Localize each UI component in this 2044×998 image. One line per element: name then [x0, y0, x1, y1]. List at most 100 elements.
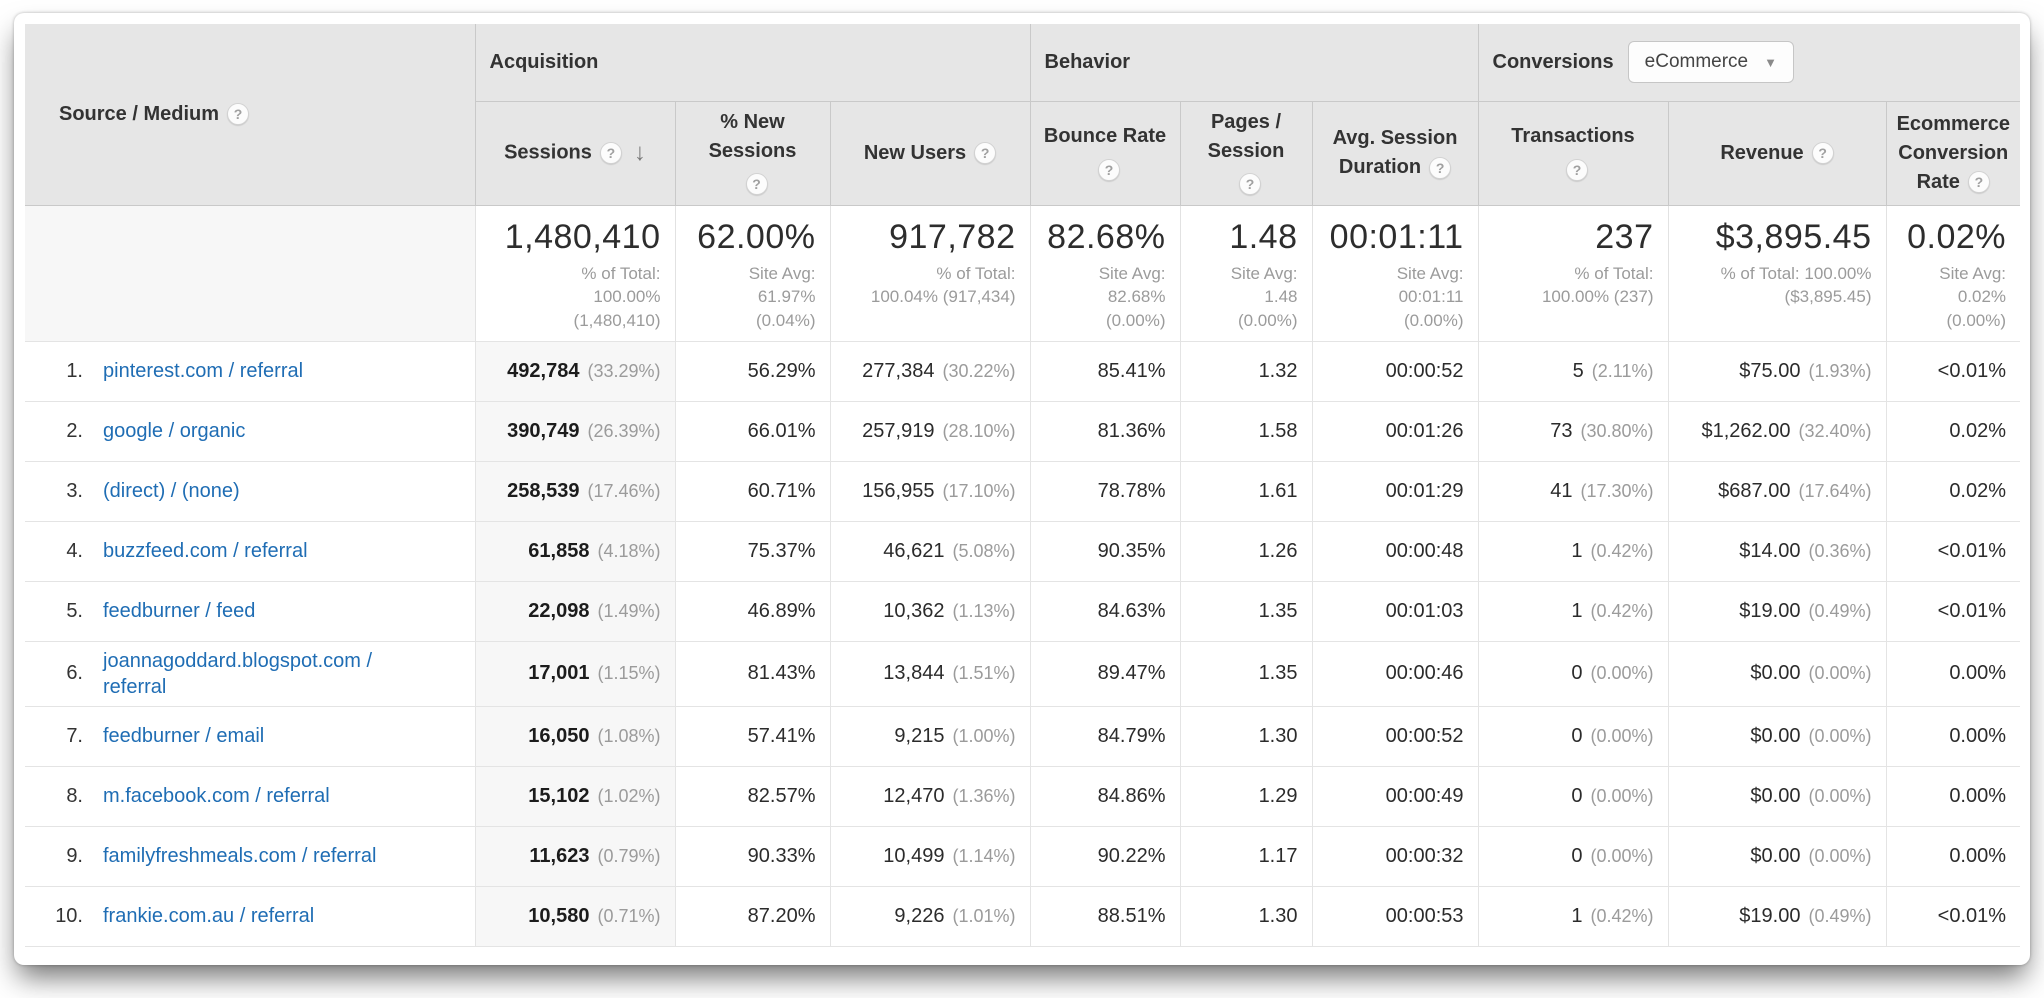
avg-session-duration-header-label: Avg. Session Duration — [1332, 127, 1458, 178]
transactions-share: (17.30%) — [1580, 480, 1654, 501]
source-medium-link[interactable]: pinterest.com / referral — [103, 360, 304, 383]
column-header-avg-session-duration[interactable]: Avg. Session Duration? — [1311, 101, 1478, 205]
help-icon[interactable]: ? — [1098, 158, 1120, 181]
help-icon[interactable]: ? — [1967, 171, 1990, 194]
totals-new-users-cell: 917,782 % of Total: 100.04% (917,434) — [829, 205, 1030, 342]
new-users-cell: 156,955 (17.10%) — [829, 460, 1030, 522]
source-cell: 4. buzzfeed.com / referral — [25, 520, 475, 582]
pages-session-value: 1.26 — [1258, 539, 1298, 562]
column-header-new-users[interactable]: New Users? — [829, 101, 1030, 205]
sort-descending-icon[interactable]: ↓ — [633, 138, 646, 166]
source-medium-link[interactable]: feedburner / email — [103, 725, 265, 748]
sessions-share: (1.49%) — [597, 600, 661, 621]
new-users-share: (17.10%) — [942, 480, 1016, 501]
source-medium-link[interactable]: m.facebook.com / referral — [103, 785, 330, 808]
column-header-revenue[interactable]: Revenue? — [1667, 101, 1886, 205]
source-medium-link[interactable]: frankie.com.au / referral — [103, 905, 315, 928]
transactions-cell: 1 (0.42%) — [1477, 580, 1668, 642]
revenue-value: $0.00 — [1750, 844, 1801, 867]
transactions-cell: 41 (17.30%) — [1477, 460, 1668, 522]
bounce-rate-value: 90.22% — [1097, 844, 1166, 867]
help-icon[interactable]: ? — [974, 142, 997, 165]
sessions-cell: 10,580 (0.71%) — [474, 885, 675, 947]
totals-avg-session-duration-subtext: Site Avg: 00:01:11 (0.00%) — [1396, 263, 1464, 331]
pct-new-sessions-cell: 57.41% — [674, 705, 830, 767]
bounce-rate-cell: 89.47% — [1029, 640, 1180, 707]
revenue-share: (0.00%) — [1808, 725, 1872, 746]
source-medium-link[interactable]: (direct) / (none) — [103, 480, 240, 503]
bounce-rate-cell: 85.41% — [1029, 340, 1180, 402]
source-cell: 8. m.facebook.com / referral — [25, 765, 475, 827]
column-header-ecommerce-conversion-rate[interactable]: Ecommerce Conversion Rate? — [1885, 101, 2021, 205]
transactions-value: 0 — [1571, 662, 1583, 685]
source-cell: 1. pinterest.com / referral — [25, 340, 475, 402]
pct-new-sessions-cell: 66.01% — [674, 400, 830, 462]
sessions-cell: 258,539 (17.46%) — [474, 460, 675, 522]
help-icon[interactable]: ? — [599, 142, 622, 164]
help-icon[interactable]: ? — [1239, 173, 1261, 196]
pct-new-sessions-value: 60.71% — [747, 479, 816, 502]
ecr-value: <0.01% — [1937, 359, 2007, 382]
sessions-value: 22,098 — [528, 599, 590, 622]
bounce-rate-value: 81.36% — [1097, 419, 1166, 442]
help-icon[interactable]: ? — [1566, 158, 1588, 181]
ecr-cell: 0.00% — [1885, 825, 2021, 887]
pages-session-header-label: Pages / Session — [1207, 110, 1285, 162]
revenue-value: $0.00 — [1750, 724, 1801, 747]
transactions-header-label: Transactions — [1511, 125, 1635, 147]
column-header-source-medium[interactable]: Source / Medium? — [25, 24, 475, 205]
pct-new-sessions-header-label: % New Sessions — [708, 110, 797, 162]
help-icon[interactable]: ? — [227, 103, 250, 126]
bounce-rate-cell: 84.86% — [1029, 765, 1180, 827]
transactions-cell: 0 (0.00%) — [1477, 765, 1668, 827]
column-header-pct-new-sessions[interactable]: % New Sessions ? — [674, 101, 830, 205]
transactions-cell: 73 (30.80%) — [1477, 400, 1668, 462]
ecr-header-label: Ecommerce Conversion Rate — [1896, 112, 2010, 193]
source-medium-link[interactable]: feedburner / feed — [103, 600, 256, 623]
source-medium-link[interactable]: google / organic — [103, 420, 246, 443]
new-users-share: (1.13%) — [952, 600, 1016, 621]
pages-session-value: 1.30 — [1258, 724, 1298, 747]
ecr-value: <0.01% — [1937, 599, 2007, 622]
totals-revenue-cell: $3,895.45 % of Total: 100.00% ($3,895.45… — [1667, 205, 1886, 342]
source-medium-header-label: Source / Medium — [59, 102, 220, 125]
pages-session-cell: 1.30 — [1179, 705, 1312, 767]
totals-new-users-value: 917,782 — [889, 217, 1016, 256]
help-icon[interactable]: ? — [1811, 142, 1834, 165]
source-medium-link[interactable]: familyfreshmeals.com / referral — [103, 845, 377, 868]
row-index: 2. — [66, 419, 83, 442]
bounce-rate-value: 78.78% — [1097, 479, 1166, 502]
sessions-value: 16,050 — [528, 724, 590, 747]
totals-sessions-subtext: % of Total: 100.00% (1,480,410) — [573, 263, 661, 331]
ecr-value: 0.00% — [1949, 662, 2007, 685]
source-medium-link[interactable]: joannagoddard.blogspot.com / referral — [103, 649, 373, 698]
help-icon[interactable]: ? — [1429, 156, 1452, 179]
revenue-value: $75.00 — [1739, 359, 1801, 382]
help-icon[interactable]: ? — [745, 173, 768, 196]
conversions-type-dropdown[interactable]: eCommerce ▼ — [1627, 41, 1795, 84]
revenue-cell: $0.00 (0.00%) — [1667, 705, 1886, 767]
column-header-bounce-rate[interactable]: Bounce Rate ? — [1029, 101, 1180, 205]
source-medium-link[interactable]: buzzfeed.com / referral — [103, 540, 308, 563]
caret-down-icon: ▼ — [1764, 54, 1778, 70]
pct-new-sessions-cell: 56.29% — [674, 340, 830, 402]
row-index: 5. — [66, 599, 83, 622]
new-users-share: (1.14%) — [952, 845, 1016, 866]
ecr-value: 0.00% — [1949, 844, 2007, 867]
sessions-cell: 22,098 (1.49%) — [474, 580, 675, 642]
row-index: 8. — [66, 784, 83, 807]
avg-session-duration-cell: 00:00:46 — [1311, 640, 1478, 707]
transactions-cell: 0 (0.00%) — [1477, 640, 1668, 707]
totals-sessions-value: 1,480,410 — [504, 217, 661, 256]
pct-new-sessions-cell: 90.33% — [674, 825, 830, 887]
column-header-sessions[interactable]: Sessions? ↓ — [474, 101, 675, 205]
transactions-value: 1 — [1571, 539, 1583, 562]
totals-avg-session-duration-cell: 00:01:11 Site Avg: 00:01:11 (0.00%) — [1311, 205, 1478, 342]
revenue-cell: $19.00 (0.49%) — [1667, 580, 1886, 642]
analytics-table-card: Source / Medium? Acquisition Behavior Co… — [14, 13, 2030, 965]
new-users-value: 10,499 — [883, 844, 945, 867]
column-header-pages-session[interactable]: Pages / Session ? — [1179, 101, 1312, 205]
source-cell: 9. familyfreshmeals.com / referral — [25, 825, 475, 887]
new-users-share: (1.51%) — [952, 663, 1016, 684]
column-header-transactions[interactable]: Transactions ? — [1477, 101, 1668, 205]
